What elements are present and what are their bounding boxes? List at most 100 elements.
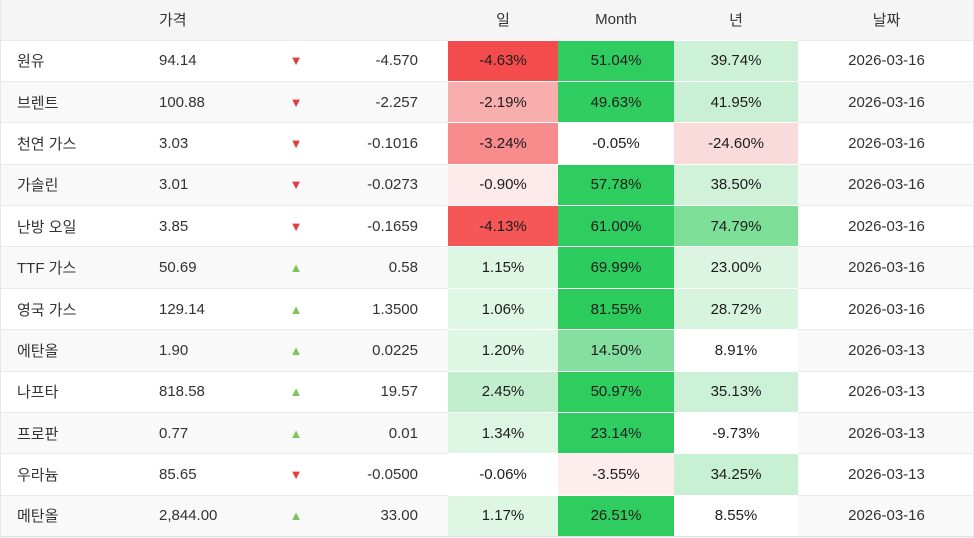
- commodity-name-cell[interactable]: 원유: [1, 39, 151, 82]
- commodity-row[interactable]: 메탄올 2,844.00 ▲ 33.00 1.17% 26.51% 8.55% …: [1, 494, 973, 537]
- year-change-cell: 28.72%: [674, 287, 798, 330]
- price-cell: 818.58: [151, 370, 281, 413]
- change-arrow-cell: ▼: [281, 80, 311, 123]
- commodity-name-cell[interactable]: 영국 가스: [1, 287, 151, 330]
- change-cell: 19.57: [311, 370, 448, 413]
- month-change-cell: 49.63%: [558, 80, 674, 123]
- down-arrow-icon: ▼: [289, 53, 303, 69]
- year-change-cell: 34.25%: [674, 453, 798, 496]
- price-cell: 100.88: [151, 80, 281, 123]
- commodity-name-cell[interactable]: 메탄올: [1, 494, 151, 537]
- commodity-row[interactable]: 영국 가스 129.14 ▲ 1.3500 1.06% 81.55% 28.72…: [1, 287, 973, 330]
- month-change-cell: 51.04%: [558, 39, 674, 82]
- year-change-cell: 23.00%: [674, 246, 798, 289]
- month-change-cell: 81.55%: [558, 287, 674, 330]
- year-change-cell: 41.95%: [674, 80, 798, 123]
- commodity-name-cell[interactable]: 나프타: [1, 370, 151, 413]
- commodity-name-cell[interactable]: 난방 오일: [1, 205, 151, 247]
- day-change-cell: 2.45%: [448, 370, 558, 413]
- change-arrow-cell: ▲: [281, 287, 311, 330]
- col-header-arrow: [281, 0, 311, 40]
- change-cell: -0.0273: [311, 163, 448, 206]
- col-header-month: Month: [558, 0, 674, 40]
- date-cell: 2026-03-16: [798, 246, 973, 289]
- commodity-row[interactable]: 원유 94.14 ▼ -4.570 -4.63% 51.04% 39.74% 2…: [1, 39, 973, 82]
- date-cell: 2026-03-16: [798, 122, 973, 165]
- commodity-row[interactable]: 가솔린 3.01 ▼ -0.0273 -0.90% 57.78% 38.50% …: [1, 163, 973, 206]
- change-arrow-cell: ▲: [281, 329, 311, 372]
- down-arrow-icon: ▼: [289, 177, 303, 193]
- month-change-cell: 61.00%: [558, 205, 674, 247]
- table-header-row: 가격 일 Month 년 날짜: [1, 0, 973, 40]
- change-cell: 0.01: [311, 412, 448, 454]
- month-change-cell: 69.99%: [558, 246, 674, 289]
- price-cell: 50.69: [151, 246, 281, 289]
- price-cell: 85.65: [151, 453, 281, 496]
- commodity-row[interactable]: 브렌트 100.88 ▼ -2.257 -2.19% 49.63% 41.95%…: [1, 80, 973, 123]
- month-change-cell: 14.50%: [558, 329, 674, 372]
- commodity-name-cell[interactable]: 프로판: [1, 412, 151, 454]
- change-cell: -2.257: [311, 80, 448, 123]
- down-arrow-icon: ▼: [289, 94, 303, 110]
- date-cell: 2026-03-16: [798, 163, 973, 206]
- commodity-name-cell[interactable]: 에탄올: [1, 329, 151, 372]
- commodity-name-cell[interactable]: TTF 가스: [1, 246, 151, 289]
- change-cell: -0.1659: [311, 205, 448, 247]
- date-cell: 2026-03-13: [798, 329, 973, 372]
- month-change-cell: -3.55%: [558, 453, 674, 496]
- col-header-change: [311, 0, 448, 40]
- price-cell: 129.14: [151, 287, 281, 330]
- change-cell: 33.00: [311, 494, 448, 537]
- change-arrow-cell: ▲: [281, 246, 311, 289]
- year-change-cell: -24.60%: [674, 122, 798, 165]
- price-cell: 3.03: [151, 122, 281, 165]
- col-header-price: 가격: [151, 0, 281, 40]
- col-header-day: 일: [448, 0, 558, 40]
- date-cell: 2026-03-13: [798, 412, 973, 454]
- col-header-name: [1, 0, 151, 40]
- change-cell: -0.0500: [311, 453, 448, 496]
- price-cell: 94.14: [151, 39, 281, 82]
- day-change-cell: -0.06%: [448, 453, 558, 496]
- commodity-row[interactable]: 프로판 0.77 ▲ 0.01 1.34% 23.14% -9.73% 2026…: [1, 412, 973, 454]
- date-cell: 2026-03-16: [798, 80, 973, 123]
- commodity-name-cell[interactable]: 가솔린: [1, 163, 151, 206]
- day-change-cell: -3.24%: [448, 122, 558, 165]
- price-cell: 3.85: [151, 205, 281, 247]
- year-change-cell: -9.73%: [674, 412, 798, 454]
- up-arrow-icon: ▲: [289, 342, 303, 358]
- day-change-cell: -2.19%: [448, 80, 558, 123]
- commodity-name-cell[interactable]: 천연 가스: [1, 122, 151, 165]
- month-change-cell: 26.51%: [558, 494, 674, 537]
- up-arrow-icon: ▲: [289, 508, 303, 524]
- price-cell: 2,844.00: [151, 494, 281, 537]
- date-cell: 2026-03-16: [798, 287, 973, 330]
- month-change-cell: -0.05%: [558, 122, 674, 165]
- date-cell: 2026-03-13: [798, 370, 973, 413]
- change-cell: -0.1016: [311, 122, 448, 165]
- commodity-row[interactable]: 나프타 818.58 ▲ 19.57 2.45% 50.97% 35.13% 2…: [1, 370, 973, 413]
- commodity-row[interactable]: 난방 오일 3.85 ▼ -0.1659 -4.13% 61.00% 74.79…: [1, 205, 973, 247]
- commodity-row[interactable]: 에탄올 1.90 ▲ 0.0225 1.20% 14.50% 8.91% 202…: [1, 329, 973, 372]
- change-cell: -4.570: [311, 39, 448, 82]
- change-cell: 0.0225: [311, 329, 448, 372]
- up-arrow-icon: ▲: [289, 425, 303, 441]
- day-change-cell: -0.90%: [448, 163, 558, 206]
- date-cell: 2026-03-16: [798, 494, 973, 537]
- down-arrow-icon: ▼: [289, 467, 303, 483]
- price-cell: 0.77: [151, 412, 281, 454]
- year-change-cell: 38.50%: [674, 163, 798, 206]
- commodity-name-cell[interactable]: 브렌트: [1, 80, 151, 123]
- commodity-row[interactable]: 천연 가스 3.03 ▼ -0.1016 -3.24% -0.05% -24.6…: [1, 122, 973, 165]
- commodity-name-cell[interactable]: 우라늄: [1, 453, 151, 496]
- partial-next-row: [1, 536, 973, 538]
- commodity-row[interactable]: TTF 가스 50.69 ▲ 0.58 1.15% 69.99% 23.00% …: [1, 246, 973, 289]
- day-change-cell: 1.34%: [448, 412, 558, 454]
- col-header-year: 년: [674, 0, 798, 40]
- change-arrow-cell: ▼: [281, 122, 311, 165]
- year-change-cell: 35.13%: [674, 370, 798, 413]
- commodity-row[interactable]: 우라늄 85.65 ▼ -0.0500 -0.06% -3.55% 34.25%…: [1, 453, 973, 496]
- year-change-cell: 74.79%: [674, 205, 798, 247]
